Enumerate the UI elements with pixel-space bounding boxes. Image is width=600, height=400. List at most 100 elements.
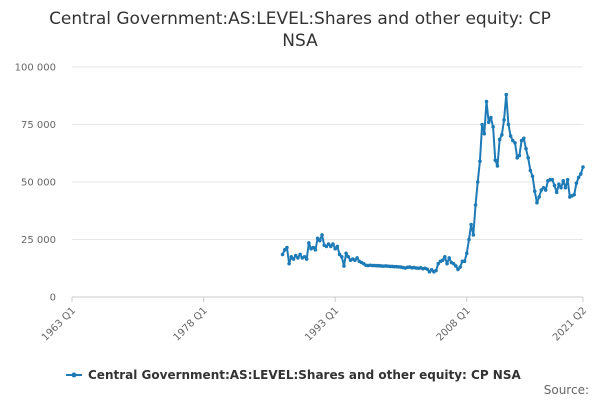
- data-point: [440, 258, 445, 263]
- data-point: [313, 248, 318, 252]
- data-point: [320, 233, 324, 237]
- data-point: [513, 141, 517, 145]
- data-point: [526, 156, 530, 160]
- data-point: [451, 261, 456, 266]
- data-point: [307, 241, 311, 245]
- data-point: [443, 254, 447, 259]
- data-point: [502, 118, 506, 122]
- data-point: [464, 251, 469, 256]
- data-point: [572, 192, 577, 197]
- y-tick-label: 25 000: [21, 235, 56, 246]
- data-point: [436, 261, 441, 266]
- data-point: [304, 257, 309, 261]
- data-point: [581, 165, 585, 169]
- data-point: [493, 158, 498, 162]
- data-point: [537, 195, 541, 199]
- data-point: [475, 180, 480, 184]
- data-point: [331, 242, 335, 246]
- source-label: Source:: [544, 383, 589, 397]
- data-point: [517, 153, 522, 158]
- data-point: [491, 125, 495, 129]
- x-axis-ticks: 1963 Q1 1978 Q1 1993 Q1 2008 Q1 2021 Q2: [40, 297, 589, 343]
- y-tick-label: 100 000: [15, 63, 56, 74]
- data-point: [335, 244, 340, 249]
- data-point: [484, 99, 489, 104]
- x-tick-label: 1963 Q1: [40, 305, 78, 343]
- data-point: [524, 146, 528, 151]
- data-point: [478, 159, 482, 164]
- data-point: [311, 245, 316, 250]
- data-point: [339, 254, 344, 259]
- y-tick-label: 0: [50, 293, 56, 304]
- data-point: [462, 259, 467, 264]
- data-point: [315, 236, 320, 241]
- data-point: [289, 254, 294, 259]
- data-point: [447, 256, 452, 260]
- data-point: [543, 188, 548, 192]
- data-point: [497, 137, 502, 142]
- data-point: [285, 245, 289, 250]
- data-point: [344, 251, 348, 256]
- data-point: [445, 261, 449, 266]
- data-point: [471, 233, 476, 237]
- data-point: [557, 182, 561, 187]
- data-point: [342, 264, 346, 268]
- data-point: [355, 256, 359, 260]
- data-point: [458, 265, 462, 269]
- y-axis-ticks: 0 25 000 50 000 75 000 100 000: [15, 63, 56, 304]
- data-point: [302, 254, 307, 259]
- data-point: [346, 254, 351, 259]
- data-point: [504, 92, 509, 97]
- data-point: [425, 267, 430, 271]
- data-point: [508, 134, 513, 138]
- data-point: [318, 238, 322, 243]
- data-point: [552, 183, 557, 188]
- legend[interactable]: Central Government:AS:LEVEL:Shares and o…: [66, 368, 521, 382]
- data-point: [550, 177, 555, 182]
- data-point: [528, 168, 533, 173]
- data-point: [561, 179, 566, 183]
- data-point: [506, 122, 511, 127]
- data-point: [328, 244, 333, 249]
- data-point: [532, 189, 537, 193]
- series-layer: [280, 92, 585, 274]
- data-point: [456, 267, 460, 272]
- data-point: [579, 172, 583, 176]
- data-point: [489, 115, 493, 120]
- data-point: [511, 138, 515, 143]
- x-tick-label: 1993 Q1: [303, 305, 341, 343]
- data-point: [565, 177, 570, 182]
- x-tick-label: 1978 Q1: [172, 305, 210, 343]
- data-point: [324, 244, 329, 249]
- x-tick-label: 2008 Q1: [435, 305, 473, 343]
- data-point: [293, 253, 298, 258]
- data-point: [291, 257, 296, 261]
- data-point: [539, 188, 544, 192]
- data-point: [576, 175, 581, 180]
- data-point: [515, 156, 520, 160]
- data-point: [535, 200, 539, 205]
- y-tick-label: 75 000: [21, 120, 56, 131]
- data-point: [337, 252, 342, 257]
- y-tick-label: 50 000: [21, 178, 56, 189]
- data-point: [298, 252, 302, 257]
- data-point: [480, 122, 484, 127]
- data-point: [280, 252, 285, 257]
- data-point: [326, 242, 331, 246]
- data-point: [353, 258, 357, 263]
- data-point: [482, 131, 487, 136]
- data-point: [467, 237, 471, 242]
- x-tick-label: 2021 Q2: [551, 305, 589, 343]
- legend-dot-marker: [71, 372, 77, 378]
- data-point: [541, 185, 546, 190]
- data-point: [469, 222, 473, 227]
- data-point: [521, 136, 526, 141]
- data-point: [287, 261, 291, 266]
- legend-series-label: Central Government:AS:LEVEL:Shares and o…: [88, 368, 521, 382]
- chart-title-line-1: Central Government:AS:LEVEL:Shares and o…: [49, 9, 551, 29]
- data-point: [434, 268, 438, 273]
- data-point: [574, 181, 579, 185]
- data-point: [563, 185, 568, 190]
- data-point: [486, 120, 491, 124]
- data-point: [473, 203, 478, 207]
